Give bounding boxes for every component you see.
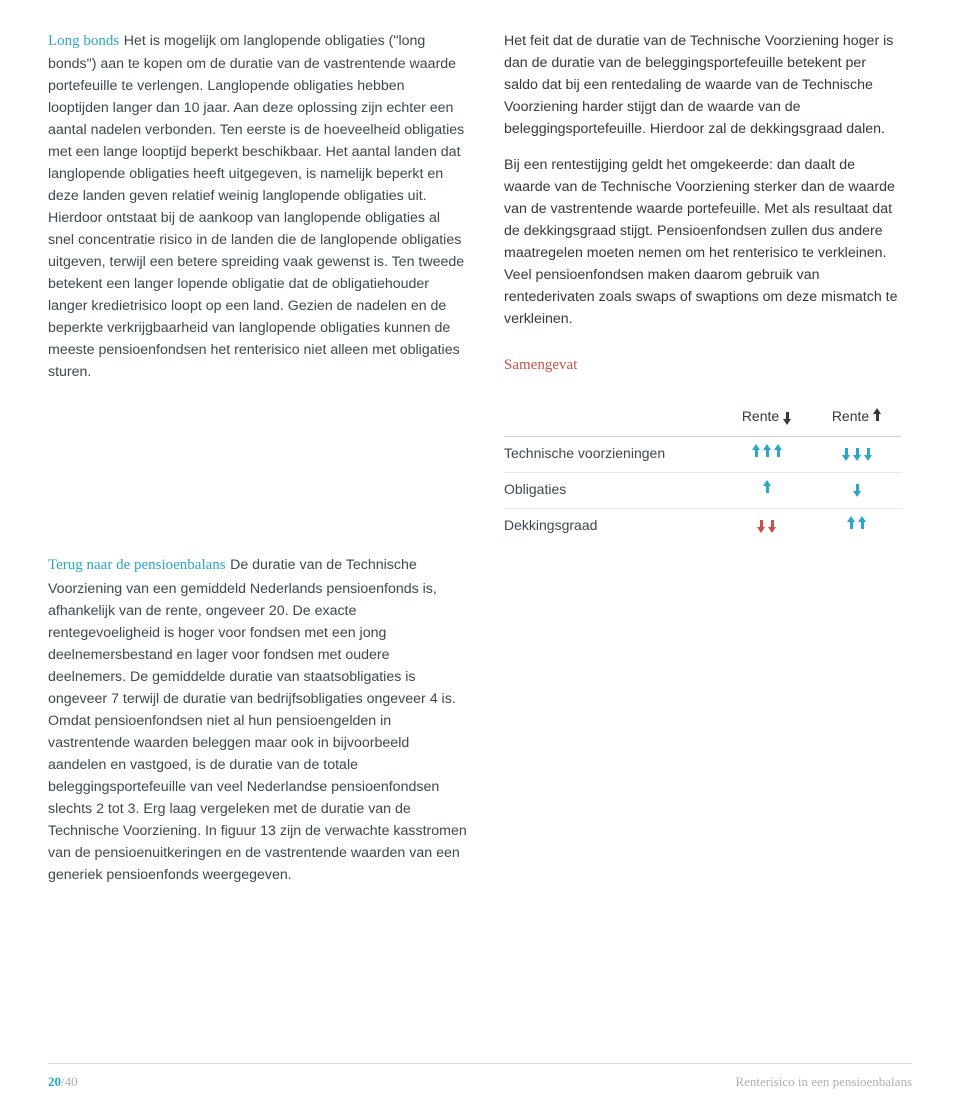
two-column-layout: Long bonds Het is mogelijk om langlopend… (48, 30, 912, 538)
arrow-up-icon (774, 444, 783, 461)
arrow-down-icon (842, 444, 851, 461)
page-total: 40 (65, 1074, 78, 1089)
lower-left-section: Terug naar de pensioenbalans De duratie … (48, 554, 468, 885)
right-column: Het feit dat de duratie van de Technisch… (504, 30, 902, 538)
callout-body: Het is mogelijk om langlopende obligatie… (48, 33, 464, 380)
arrow-down-icon (768, 516, 777, 533)
page: Long bonds Het is mogelijk om langlopend… (0, 0, 960, 1108)
arrow-up-icon (873, 408, 882, 425)
summary-header-col1: Rente (722, 408, 812, 425)
table-rule (504, 436, 902, 437)
summary-table: . Rente Rente Technische voorzieningen Ob… (504, 403, 902, 538)
arrow-up-icon (763, 444, 772, 461)
summary-cell-col2 (812, 480, 902, 497)
arrow-up-icon (763, 480, 772, 497)
summary-cell-col2 (812, 516, 902, 533)
left-column: Long bonds Het is mogelijk om langlopend… (48, 30, 466, 538)
summary-header-row: . Rente Rente (504, 403, 902, 430)
arrow-down-icon (864, 444, 873, 461)
section-body: De duratie van de Technische Voorziening… (48, 557, 467, 882)
paragraph-1: Het feit dat de duratie van de Technisch… (504, 30, 902, 140)
summary-row: Dekkingsgraad (504, 511, 902, 538)
summary-heading: Samengevat (504, 354, 902, 377)
arrow-up-icon (752, 444, 761, 461)
summary-cell-col1 (722, 480, 812, 497)
page-number: 20/40 (48, 1074, 78, 1090)
summary-cell-col1 (722, 444, 812, 461)
callout-heading: Long bonds (48, 33, 119, 49)
section-heading: Terug naar de pensioenbalans (48, 557, 226, 573)
arrow-down-icon (853, 444, 862, 461)
table-rule (504, 508, 902, 509)
summary-row-label: Technische voorzieningen (504, 445, 722, 461)
arrow-up-icon (847, 516, 856, 533)
arrow-down-icon (853, 480, 862, 497)
summary-cell-col1 (722, 516, 812, 533)
arrow-up-icon (858, 516, 867, 533)
header-col2-label: Rente (832, 408, 869, 425)
page-footer: 20/40 Renterisico in een pensioenbalans (48, 1063, 912, 1090)
summary-header-col2: Rente (812, 408, 902, 425)
paragraph-2: Bij een rentestijging geldt het omgekeer… (504, 154, 902, 330)
summary-row: Technische voorzieningen (504, 439, 902, 466)
summary-row: Obligaties (504, 475, 902, 502)
footer-doc-title: Renterisico in een pensioenbalans (735, 1074, 912, 1090)
arrow-down-icon (757, 516, 766, 533)
header-col1-label: Rente (742, 408, 779, 425)
page-current: 20 (48, 1074, 61, 1089)
summary-row-label: Obligaties (504, 481, 722, 497)
arrow-down-icon (783, 408, 792, 425)
callout-box: Long bonds Het is mogelijk om langlopend… (48, 30, 466, 383)
summary-cell-col2 (812, 444, 902, 461)
summary-row-label: Dekkingsgraad (504, 517, 722, 533)
table-rule (504, 472, 902, 473)
